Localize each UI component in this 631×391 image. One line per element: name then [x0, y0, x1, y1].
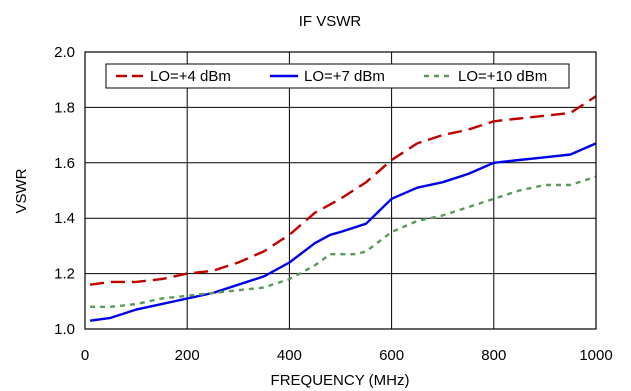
y-tick-label: 1.0: [54, 321, 75, 338]
y-tick-label: 1.8: [54, 99, 75, 116]
y-tick-labels: 1.0 1.2 1.4 1.6 1.8 2.0: [54, 44, 75, 338]
x-axis-title: FREQUENCY (MHz): [271, 372, 410, 389]
x-tick-label: 200: [175, 347, 200, 364]
series-lines: [89, 95, 597, 322]
series-line-3: [90, 175, 597, 308]
legend: LO=+4 dBm LO=+7 dBm LO=+10 dBm: [105, 63, 570, 89]
series-line-1: [89, 95, 597, 286]
y-tick-label: 1.2: [54, 266, 75, 283]
y-tick-label: 1.4: [54, 210, 75, 227]
chart-title: IF VSWR: [299, 13, 362, 30]
series-line-2: [89, 142, 597, 322]
x-tick-label: 1000: [579, 347, 612, 364]
x-tick-label: 600: [379, 347, 404, 364]
legend-label: LO=+4 dBm: [150, 68, 231, 85]
x-tick-label: 0: [81, 347, 89, 364]
y-tick-label: 2.0: [54, 44, 75, 61]
y-axis-title: VSWR: [13, 168, 30, 213]
y-tick-label: 1.6: [54, 155, 75, 172]
x-tick-label: 800: [481, 347, 506, 364]
legend-box: [105, 63, 570, 89]
legend-label: LO=+7 dBm: [304, 68, 385, 85]
x-tick-label: 400: [277, 347, 302, 364]
plot-frame: [84, 51, 597, 330]
legend-label: LO=+10 dBm: [458, 68, 547, 85]
x-tick-labels: 0 200 400 600 800 1000: [81, 347, 613, 364]
